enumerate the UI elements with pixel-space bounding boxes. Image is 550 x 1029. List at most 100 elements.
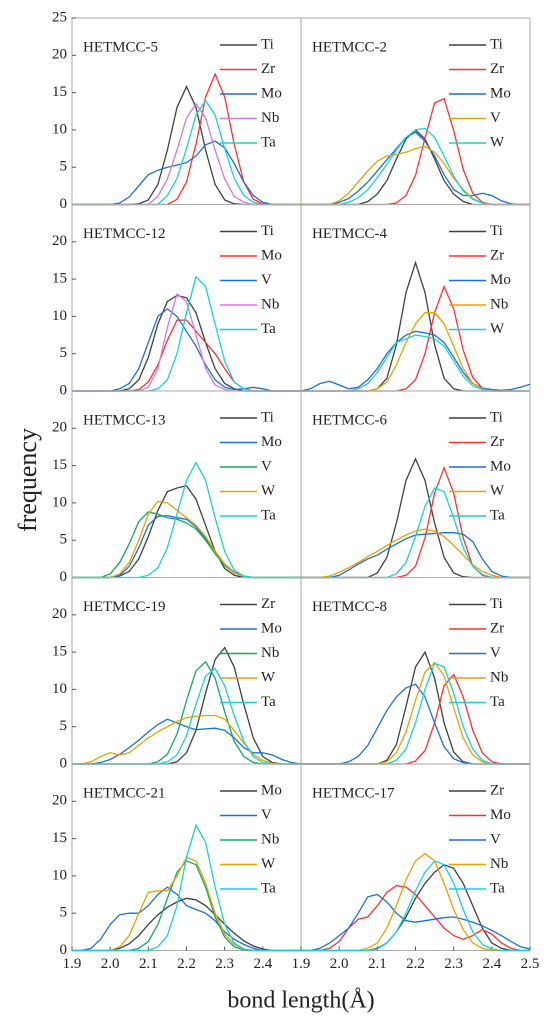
legend-label: Mo <box>490 807 511 823</box>
legend-label: V <box>490 831 501 847</box>
series-line <box>301 334 530 392</box>
series-line <box>301 893 531 952</box>
y-tick-label: 10 <box>52 494 67 510</box>
y-tick-label: 10 <box>52 681 67 697</box>
legend-label: Zr <box>261 596 275 612</box>
y-tick-label: 15 <box>52 84 67 100</box>
y-tick-label: 0 <box>60 196 68 212</box>
panel-title: HETMCC-4 <box>312 226 388 242</box>
y-tick-label: 20 <box>52 420 67 436</box>
legend-label: Ta <box>261 134 276 150</box>
series-line <box>301 860 530 952</box>
y-tick-label: 0 <box>60 569 68 585</box>
y-tick-label: 0 <box>60 755 68 771</box>
panel-title: HETMCC-12 <box>83 226 166 242</box>
legend-label: Nb <box>261 296 279 312</box>
legend-label: Ti <box>261 36 274 52</box>
legend-label: Ta <box>490 507 505 523</box>
legend-label: Zr <box>490 247 504 263</box>
legend-label: Zr <box>490 782 504 798</box>
legend-label: Ta <box>490 880 505 896</box>
legend-label: W <box>490 483 505 499</box>
legend-label: Nb <box>490 669 508 685</box>
legend-label: Ti <box>490 596 503 612</box>
x-tick-label: 2.1 <box>139 956 158 972</box>
legend-label: Ti <box>490 409 503 425</box>
legend-label: Ta <box>261 507 276 523</box>
legend-label: V <box>490 110 501 126</box>
x-tick-label: 2.5 <box>521 956 540 972</box>
y-tick-label: 20 <box>52 793 67 809</box>
y-tick-label: 15 <box>52 830 67 846</box>
legend-label: W <box>490 134 505 150</box>
legend-label: V <box>261 807 272 823</box>
y-tick-label: 0 <box>60 382 68 398</box>
legend-label: Mo <box>490 458 511 474</box>
legend-label: Nb <box>261 110 279 126</box>
y-tick-label: 5 <box>60 345 68 361</box>
y-tick-label: 20 <box>52 233 67 249</box>
legend-label: Mo <box>261 85 282 101</box>
x-tick-label: 2.3 <box>444 956 463 972</box>
series-line <box>301 528 530 579</box>
y-tick-label: 5 <box>60 905 68 921</box>
legend-label: Nb <box>261 645 279 661</box>
legend-label: W <box>261 483 276 499</box>
series-line <box>72 714 301 765</box>
panel-title: HETMCC-2 <box>312 39 387 55</box>
y-tick-label: 20 <box>52 606 67 622</box>
legend-label: Ta <box>261 694 276 710</box>
x-tick-label: 2.0 <box>101 956 120 972</box>
legend-label: V <box>261 272 272 288</box>
legend-label: Ti <box>490 36 503 52</box>
legend-label: Mo <box>261 782 282 798</box>
x-tick-label: 2.4 <box>253 956 272 972</box>
x-tick-label: 2.1 <box>368 956 387 972</box>
legend-label: Mo <box>261 247 282 263</box>
x-tick-label: 2.0 <box>330 956 349 972</box>
legend-label: Ti <box>261 409 274 425</box>
legend-label: V <box>490 645 501 661</box>
series-line <box>72 718 302 765</box>
y-tick-label: 25 <box>52 9 67 25</box>
series-line <box>300 330 531 392</box>
legend-label: Ti <box>261 223 274 239</box>
series-line <box>301 884 530 952</box>
y-tick-label: 0 <box>60 942 68 958</box>
x-tick-label: 2.2 <box>406 956 425 972</box>
x-tick-label: 1.9 <box>292 956 311 972</box>
legend-label: Mo <box>490 85 511 101</box>
y-tick-label: 10 <box>52 308 67 324</box>
x-tick-label: 1.9 <box>63 956 82 972</box>
y-tick-label: 15 <box>52 457 67 473</box>
panel-title: HETMCC-6 <box>312 412 388 428</box>
legend-label: W <box>261 669 276 685</box>
x-tick-label: 2.2 <box>177 956 196 972</box>
series-line <box>301 131 530 206</box>
legend-label: W <box>490 321 505 337</box>
series-line <box>72 886 301 952</box>
series-line <box>301 487 530 579</box>
y-tick-label: 15 <box>52 271 67 287</box>
series-line <box>72 484 301 579</box>
panel-title: HETMCC-21 <box>83 785 166 801</box>
legend-label: Nb <box>261 831 279 847</box>
legend-label: Zr <box>490 61 504 77</box>
legend-label: V <box>261 458 272 474</box>
series-line <box>301 532 530 579</box>
legend-label: Nb <box>490 296 508 312</box>
legend-label: W <box>261 856 276 872</box>
panel-title: HETMCC-13 <box>83 412 166 428</box>
y-tick-label: 15 <box>52 644 67 660</box>
legend-label: Zr <box>261 61 275 77</box>
y-tick-label: 5 <box>60 159 68 175</box>
y-axis-label: frequency <box>13 428 42 532</box>
legend-label: Ta <box>261 321 276 337</box>
x-tick-label: 2.3 <box>215 956 234 972</box>
legend-label: Zr <box>490 434 504 450</box>
panel-title: HETMCC-19 <box>83 599 166 615</box>
y-tick-label: 10 <box>52 121 67 137</box>
y-tick-label: 5 <box>60 718 68 734</box>
y-tick-label: 20 <box>52 47 67 63</box>
